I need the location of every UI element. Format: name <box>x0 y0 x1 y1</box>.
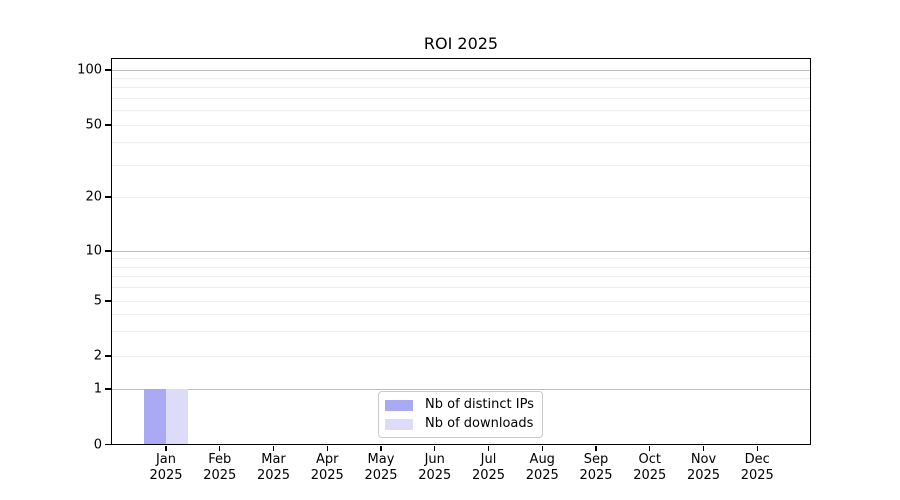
y-tick-mark <box>105 443 111 446</box>
y-tick-mark <box>105 355 111 357</box>
x-tick-mark <box>165 446 167 451</box>
x-tick-year: 2025 <box>633 467 667 483</box>
x-tick-year: 2025 <box>579 467 613 483</box>
y-tick-mark <box>105 388 111 390</box>
minor-gridline <box>111 97 810 99</box>
x-tick-year: 2025 <box>418 467 452 483</box>
legend: Nb of distinct IPs Nb of downloads <box>378 391 543 438</box>
y-tick-mark <box>105 196 111 198</box>
x-tick-label: Sep 2025 <box>564 452 628 483</box>
x-tick-year: 2025 <box>686 467 721 483</box>
minor-gridline <box>111 287 810 289</box>
x-tick-year: 2025 <box>525 467 559 483</box>
x-tick-label: Apr 2025 <box>295 452 359 483</box>
x-tick-year: 2025 <box>364 467 398 483</box>
major-gridline <box>111 250 810 252</box>
bar-downloads <box>165 388 188 444</box>
x-tick-mark <box>434 446 436 451</box>
x-tick-mark <box>272 446 275 451</box>
x-tick-month: Oct <box>638 452 661 467</box>
x-tick-year: 2025 <box>471 467 506 483</box>
y-tick-mark <box>105 69 111 71</box>
minor-gridline <box>111 124 810 126</box>
y-tick-label: 100 <box>77 62 102 78</box>
legend-label: Nb of downloads <box>425 416 534 431</box>
y-tick-label: 0 <box>93 437 102 452</box>
minor-gridline <box>111 258 810 260</box>
minor-gridline <box>111 266 810 268</box>
minor-gridline <box>111 142 810 144</box>
minor-gridline <box>111 331 810 333</box>
y-tick-mark <box>105 124 111 126</box>
x-tick-month: Sep <box>583 452 609 467</box>
x-tick-mark <box>595 446 597 451</box>
major-gridline <box>111 69 810 71</box>
legend-swatch <box>385 399 413 411</box>
x-tick-mark <box>380 446 382 451</box>
x-tick-mark <box>756 446 758 451</box>
x-tick-label: Dec 2025 <box>725 452 789 483</box>
x-tick-month: Dec <box>744 452 770 467</box>
x-tick-year: 2025 <box>256 467 291 483</box>
minor-gridline <box>111 77 810 79</box>
minor-gridline <box>111 300 810 302</box>
x-tick-mark <box>219 446 221 451</box>
x-tick-label: Jul 2025 <box>457 452 521 483</box>
y-tick-label: 1 <box>93 381 102 397</box>
x-tick-month: Feb <box>208 452 232 467</box>
x-tick-month: Mar <box>261 452 286 467</box>
minor-gridline <box>111 355 810 357</box>
x-tick-month: Jul <box>480 452 497 467</box>
x-tick-month: Apr <box>316 452 339 467</box>
major-gridline <box>111 388 810 390</box>
x-tick-year: 2025 <box>740 467 774 483</box>
x-tick-mark <box>649 446 651 451</box>
legend-entry: Nb of downloads <box>385 417 542 431</box>
x-tick-month: Jun <box>424 452 445 467</box>
x-tick-mark <box>541 446 543 451</box>
x-tick-label: Feb 2025 <box>188 452 252 483</box>
y-tick-label: 5 <box>93 293 102 309</box>
minor-gridline <box>111 110 810 112</box>
x-tick-month: Aug <box>529 452 555 467</box>
chart-title: ROI 2025 <box>423 34 499 53</box>
bar-distinct-ips <box>143 388 166 444</box>
x-tick-label: May 2025 <box>349 452 413 483</box>
x-tick-label: Oct 2025 <box>618 452 682 483</box>
x-tick-year: 2025 <box>203 467 237 483</box>
x-tick-month: Jan <box>155 452 177 467</box>
y-tick-label: 50 <box>85 117 102 133</box>
x-tick-label: Aug 2025 <box>510 452 574 483</box>
x-tick-year: 2025 <box>149 467 183 483</box>
x-tick-year: 2025 <box>310 467 344 483</box>
plot-area <box>110 57 811 445</box>
y-tick-label: 10 <box>85 243 102 259</box>
x-tick-month: Nov <box>690 452 717 467</box>
x-tick-label: Nov 2025 <box>672 452 736 483</box>
x-tick-mark <box>702 446 705 451</box>
x-tick-label: Mar 2025 <box>242 452 306 483</box>
y-tick-label: 20 <box>85 189 102 205</box>
x-tick-label: Jan 2025 <box>134 452 198 483</box>
minor-gridline <box>111 276 810 278</box>
x-tick-month: May <box>367 452 395 467</box>
legend-swatch <box>385 418 413 430</box>
x-tick-mark <box>326 446 328 451</box>
legend-label: Nb of distinct IPs <box>425 397 534 412</box>
minor-gridline <box>111 313 810 315</box>
legend-entry: Nb of distinct IPs <box>385 398 542 412</box>
y-tick-mark <box>105 300 111 302</box>
y-tick-mark <box>105 250 111 252</box>
x-tick-label: Jun 2025 <box>403 452 467 483</box>
minor-gridline <box>111 164 810 166</box>
y-tick-label: 2 <box>93 348 102 364</box>
minor-gridline <box>111 196 810 198</box>
minor-gridline <box>111 87 810 89</box>
x-tick-mark <box>487 446 490 451</box>
